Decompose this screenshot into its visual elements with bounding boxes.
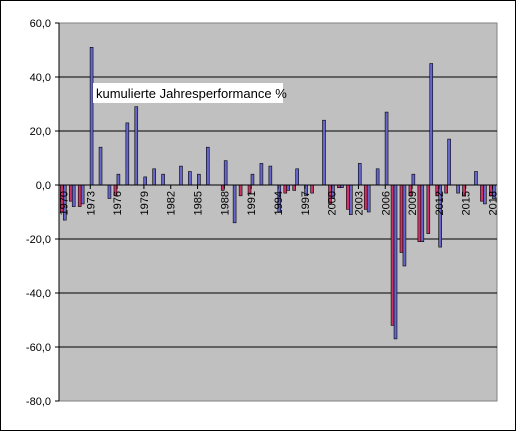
bar <box>474 171 478 186</box>
x-tick-label: 1970 <box>58 191 70 215</box>
bar <box>107 184 112 199</box>
bar <box>152 168 156 186</box>
bar <box>426 184 431 234</box>
bar <box>197 173 201 186</box>
bar <box>125 122 130 186</box>
bar <box>71 184 76 207</box>
bar <box>77 184 82 207</box>
bar <box>292 184 297 191</box>
bar <box>143 176 147 186</box>
bar <box>89 46 94 186</box>
bar <box>399 184 404 253</box>
y-tick-label: 0,0 <box>36 180 51 192</box>
x-tick-label: 2003 <box>353 191 365 215</box>
annotation-box: kumulierte Jahresperformance % <box>93 83 287 103</box>
bar <box>384 111 389 186</box>
bar <box>232 184 237 224</box>
bar <box>238 184 243 197</box>
bar <box>179 165 183 186</box>
x-tick-label: 1973 <box>85 191 97 215</box>
bar <box>220 184 225 191</box>
x-tick-label: 1982 <box>166 191 178 215</box>
x-tick-label: 1988 <box>219 191 231 215</box>
bar <box>357 163 362 186</box>
bar <box>402 184 407 267</box>
bar <box>98 146 103 186</box>
bar <box>429 63 434 186</box>
bar <box>80 184 85 205</box>
bar <box>420 184 425 243</box>
x-tick-label: 1976 <box>112 191 124 215</box>
bar <box>349 184 353 216</box>
bar <box>116 173 121 186</box>
x-tick-label: 2000 <box>327 191 339 215</box>
y-tick-label: -80,0 <box>26 396 51 408</box>
x-axis-ticks: 1970 1973 1976 1979 1982 1985 1988 1991 1994 1997… <box>58 185 500 215</box>
bar <box>268 165 273 186</box>
y-tick-label: 60,0 <box>30 18 51 30</box>
x-tick-label: 1991 <box>246 191 258 215</box>
bar <box>161 173 165 186</box>
bar <box>188 171 192 186</box>
x-tick-label: 1994 <box>273 191 285 215</box>
bar <box>480 184 484 202</box>
x-tick-label: 2006 <box>380 191 392 215</box>
x-tick-label: 1997 <box>300 191 312 215</box>
y-tick-label: -60,0 <box>26 342 51 354</box>
x-tick-label: 2018 <box>488 191 500 215</box>
bar <box>375 168 380 186</box>
annotation-text: kumulierte Jahresperformance % <box>96 86 287 101</box>
bar <box>286 184 291 191</box>
y-axis-ticks: 60,0 40,0 20,0 0,0 -20,0 -40,0 -60,0 -80,0 <box>26 18 59 408</box>
y-tick-label: -40,0 <box>26 288 51 300</box>
y-tick-label: 40,0 <box>30 72 51 84</box>
bar <box>447 138 451 186</box>
bar <box>366 184 371 213</box>
bar <box>411 173 416 186</box>
bar <box>223 160 228 186</box>
y-tick-label: -20,0 <box>26 234 51 246</box>
bar <box>134 106 139 186</box>
x-tick-label: 2015 <box>461 191 473 215</box>
x-tick-label: 1979 <box>139 191 151 215</box>
bar <box>250 173 255 186</box>
bar <box>346 184 350 210</box>
bar <box>322 119 326 186</box>
bar <box>393 184 398 340</box>
x-tick-label: 2012 <box>434 191 446 215</box>
y-tick-label: 20,0 <box>30 126 51 138</box>
bar <box>259 163 264 186</box>
x-tick-label: 1985 <box>193 191 205 215</box>
bar <box>456 184 460 194</box>
bar <box>206 146 210 186</box>
x-tick-label: 2009 <box>407 191 419 215</box>
bar <box>483 184 487 205</box>
bar <box>295 168 299 186</box>
